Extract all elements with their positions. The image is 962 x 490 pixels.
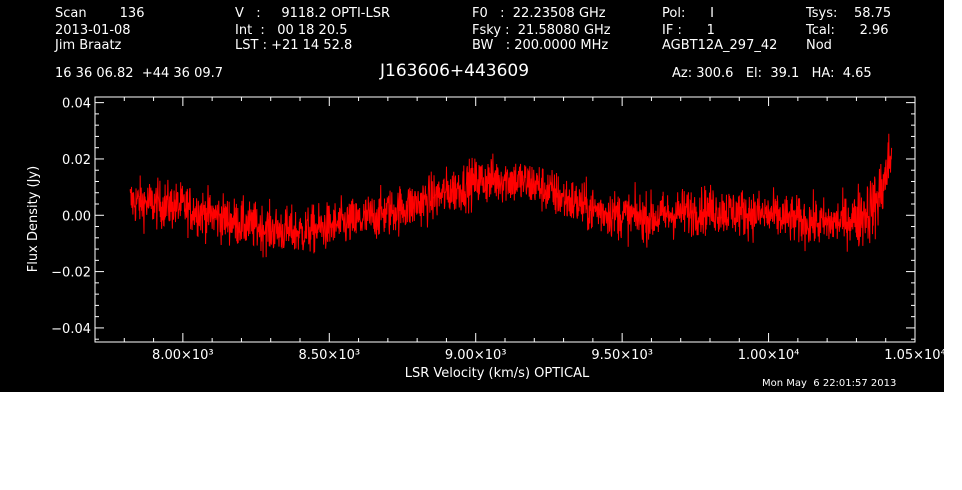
if-label: IF : 1: [662, 23, 715, 38]
x-axis-title: LSR Velocity (km/s) OPTICAL: [405, 366, 590, 381]
scan-label: Scan 136: [55, 6, 145, 21]
y-tick-label: 0.02: [62, 153, 91, 168]
y-tick-label: 0.00: [62, 209, 91, 224]
spectrum-line: [129, 133, 893, 258]
coordinates-label: 16 36 06.82 +44 36 09.7: [55, 66, 224, 81]
x-tick-label: 1.00×10⁴: [738, 348, 800, 363]
f0-label: F0 : 22.23508 GHz: [472, 6, 606, 21]
bandwidth-label: BW : 200.0000 MHz: [472, 38, 609, 53]
x-tick-label: 8.50×10³: [298, 348, 360, 363]
tcal-label: Tcal: 2.96: [806, 23, 889, 38]
pointing-label: Az: 300.6 El: 39.1 HA: 4.65: [672, 66, 872, 81]
velocity-label: V : 9118.2 OPTI-LSR: [235, 6, 391, 21]
series-layer: [129, 133, 893, 258]
pol-label: Pol: I: [662, 6, 714, 21]
tsys-label: Tsys: 58.75: [806, 6, 892, 21]
lst-label: LST : +21 14 52.8: [235, 38, 353, 53]
y-axis-title: Flux Density (Jy): [26, 166, 41, 272]
source-name: J163606+443609: [380, 61, 530, 81]
procedure-label: Nod: [806, 38, 832, 53]
observer-label: Jim Braatz: [55, 38, 122, 53]
spectrum-plot: 8.00×10³ 8.50×10³ 9.00×10³ 9.50×10³ 1.00×10⁴…: [26, 96, 944, 381]
x-axis: 8.00×10³ 8.50×10³ 9.00×10³ 9.50×10³ 1.00×10⁴…: [123, 97, 944, 363]
integration-label: Int : 00 18 20.5: [235, 23, 348, 38]
project-label: AGBT12A_297_42: [662, 38, 778, 53]
date-label: 2013-01-08: [55, 23, 131, 38]
x-tick-label: 9.50×10³: [591, 348, 653, 363]
fsky-label: Fsky : 21.58080 GHz: [472, 23, 611, 38]
y-tick-label: −0.02: [51, 266, 91, 281]
x-tick-label: 9.00×10³: [445, 348, 507, 363]
timestamp: Mon May 6 22:01:57 2013: [762, 378, 897, 389]
spectrum-panel: Scan 136 2013-01-08 Jim Braatz V : 9118.…: [0, 0, 944, 392]
y-tick-label: −0.04: [51, 322, 91, 337]
x-tick-label: 1.05×10⁴: [884, 348, 944, 363]
x-tick-label: 8.00×10³: [152, 348, 214, 363]
y-axis: −0.04 −0.02 0.00 0.02 0.04: [51, 97, 915, 340]
y-tick-label: 0.04: [62, 97, 91, 112]
